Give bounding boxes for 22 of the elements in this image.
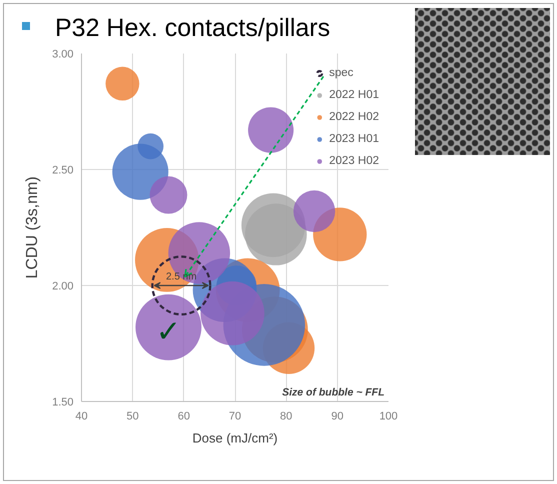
annotation: Size of bubble ~ FFL <box>282 386 384 398</box>
x-axis-title: Dose (mJ/cm²) <box>192 430 278 446</box>
y-tick-label: 1.50 <box>52 396 74 408</box>
x-tick-label: 60 <box>178 410 190 422</box>
chart-title: P32 Hex. contacts/pillars <box>55 13 330 43</box>
legend-label: spec <box>329 66 354 81</box>
legend-label: 2022 H02 <box>329 110 379 125</box>
x-tick-label: 40 <box>75 410 88 422</box>
y-axis-title: LCDU (3s,nm) <box>24 176 42 279</box>
x-tick-label: 50 <box>126 410 139 422</box>
x-tick-label: 70 <box>228 410 242 422</box>
legend-label: 2023 H01 <box>329 132 379 147</box>
x-tick-label: 90 <box>331 410 344 422</box>
x-tick-label: 80 <box>280 410 292 422</box>
x-tick-label: 100 <box>379 410 398 422</box>
legend-label: 2022 H01 <box>329 88 379 103</box>
annotation: ✓ <box>156 314 182 350</box>
y-tick-label: 3.00 <box>52 48 74 60</box>
y-tick-label: 2.00 <box>52 280 74 292</box>
legend-label: 2023 H02 <box>329 154 379 169</box>
y-tick-label: 2.50 <box>52 164 74 176</box>
annotation: 2.5 nm <box>166 272 197 282</box>
